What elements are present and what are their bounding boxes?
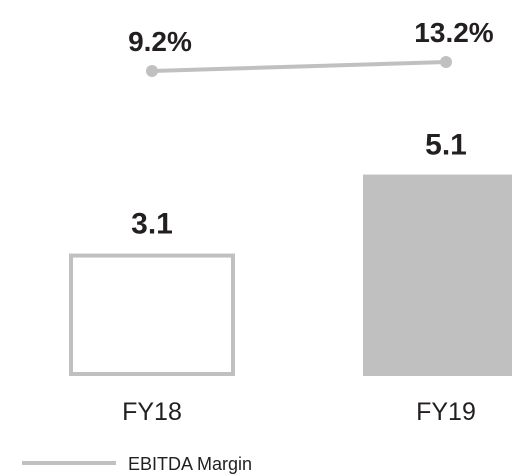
margin-line-layer xyxy=(146,56,452,77)
legend-label-ebitda-margin: EBITDA Margin xyxy=(128,454,252,474)
category-label-fy19: FY19 xyxy=(416,398,476,426)
bar-value-label-fy19: 5.1 xyxy=(425,129,467,162)
legend: EBITDA Margin xyxy=(22,454,252,474)
labels-layer: 3.1 FY18 5.1 FY19 9.2% 13.2% xyxy=(122,17,494,426)
margin-label-fy19: 13.2% xyxy=(414,17,493,48)
margin-point-fy18 xyxy=(146,65,158,77)
margin-line xyxy=(150,60,448,73)
bar-fy18 xyxy=(69,253,235,376)
category-label-fy18: FY18 xyxy=(122,398,182,426)
bar-fy19 xyxy=(363,174,512,376)
bar-value-label-fy18: 3.1 xyxy=(131,208,173,241)
margin-label-fy18: 9.2% xyxy=(128,26,192,57)
margin-point-fy19 xyxy=(440,56,452,68)
bars-layer xyxy=(69,174,512,376)
